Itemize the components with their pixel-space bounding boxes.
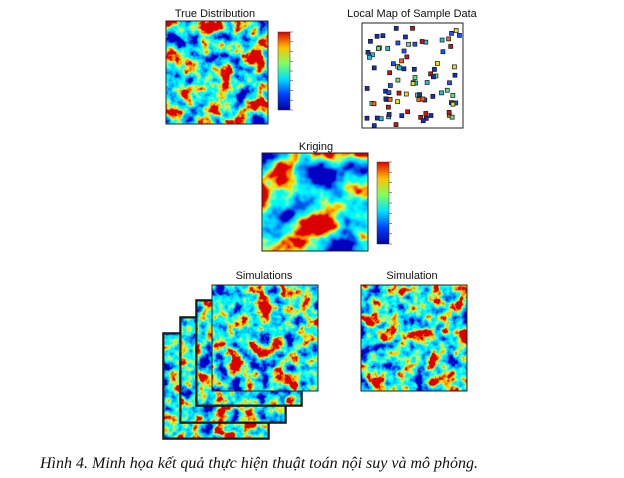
- sample-point: [450, 93, 456, 98]
- sample-point: [439, 37, 445, 43]
- sample-point: [416, 97, 422, 102]
- sample-point: [420, 96, 426, 102]
- heatmap: [361, 285, 467, 391]
- panel-title: Local Map of Sample Data: [347, 8, 478, 20]
- sample-point: [371, 101, 377, 107]
- sample-point: [386, 104, 391, 110]
- sample-point: [401, 66, 407, 72]
- sample-point: [428, 113, 434, 118]
- sample-point: [452, 72, 458, 78]
- panel-title: True Distribution: [175, 8, 255, 20]
- sample-point: [419, 39, 425, 44]
- sample-point: [405, 109, 410, 115]
- sample-point: [411, 66, 417, 72]
- frame: [361, 22, 464, 129]
- sample-point: [444, 87, 450, 93]
- sample-point: [395, 77, 401, 83]
- sample-point: [393, 26, 399, 31]
- sample-point: [399, 58, 404, 64]
- heatmap: [262, 153, 368, 251]
- sample-point: [365, 49, 371, 55]
- panel-title: Kriging: [299, 141, 333, 153]
- sample-point: [396, 90, 402, 96]
- sample-point: [431, 74, 436, 80]
- sample-point: [374, 33, 380, 39]
- heatmap: [212, 285, 318, 391]
- sample-point: [447, 80, 452, 86]
- sample-point: [412, 41, 418, 47]
- sample-point: [391, 61, 396, 67]
- sample-point: [432, 67, 437, 72]
- sample-point: [424, 80, 430, 85]
- sample-point: [386, 112, 392, 117]
- sample-point: [449, 114, 455, 120]
- sample-point: [450, 101, 456, 107]
- sample-point: [403, 91, 409, 97]
- sample-point: [380, 33, 386, 39]
- sample-point: [428, 71, 433, 77]
- sample-point: [417, 92, 422, 97]
- sample-point: [395, 40, 401, 46]
- panel-title: Simulation: [386, 270, 437, 282]
- sample-point: [371, 123, 377, 128]
- sample-point: [397, 65, 402, 71]
- sample-point: [439, 90, 444, 96]
- frame: [211, 284, 319, 392]
- sample-point: [420, 118, 426, 124]
- sample-point: [383, 96, 389, 102]
- sample-point: [385, 46, 391, 51]
- sample-point: [446, 110, 452, 115]
- caption: Hình 4. Minh họa kết quả thực hiện thuật…: [39, 455, 478, 472]
- sample-point: [410, 81, 416, 86]
- sample-point: [370, 52, 375, 58]
- sample-point: [393, 122, 399, 127]
- sample-point: [395, 99, 400, 105]
- frame: [261, 152, 369, 252]
- sample-point: [376, 46, 381, 51]
- sample-point: [457, 33, 462, 38]
- sample-point: [364, 115, 370, 121]
- sample-point: [371, 65, 377, 71]
- sample-point: [449, 31, 454, 36]
- sample-point: [403, 34, 408, 40]
- sample-point: [440, 49, 446, 55]
- sample-point: [378, 116, 384, 122]
- sample-point: [404, 54, 410, 60]
- sample-point: [446, 36, 451, 42]
- sample-point: [386, 90, 392, 95]
- sample-point: [368, 38, 373, 44]
- sample-point: [387, 70, 392, 76]
- sample-point: [423, 111, 429, 116]
- sample-point: [406, 41, 411, 47]
- artwork: [162, 20, 468, 440]
- colorbar: [376, 161, 390, 245]
- sample-point: [452, 64, 457, 70]
- sample-point: [410, 25, 415, 31]
- sample-point: [364, 86, 370, 91]
- sample-point: [367, 54, 372, 60]
- sample-point: [387, 96, 393, 102]
- sample-point: [435, 61, 440, 66]
- panel-title: Simulations: [236, 270, 293, 282]
- sample-point: [430, 94, 436, 99]
- sample-point: [388, 83, 393, 88]
- sample-point: [448, 44, 454, 49]
- frame: [165, 20, 269, 125]
- colorbar: [277, 31, 291, 111]
- sample-point: [453, 28, 459, 33]
- sample-point: [418, 115, 424, 120]
- sample-point: [374, 115, 380, 121]
- frame: [360, 284, 468, 392]
- sample-point: [399, 113, 405, 118]
- sample-point: [401, 48, 407, 54]
- heatmap: [166, 21, 268, 124]
- sample-point: [412, 75, 418, 80]
